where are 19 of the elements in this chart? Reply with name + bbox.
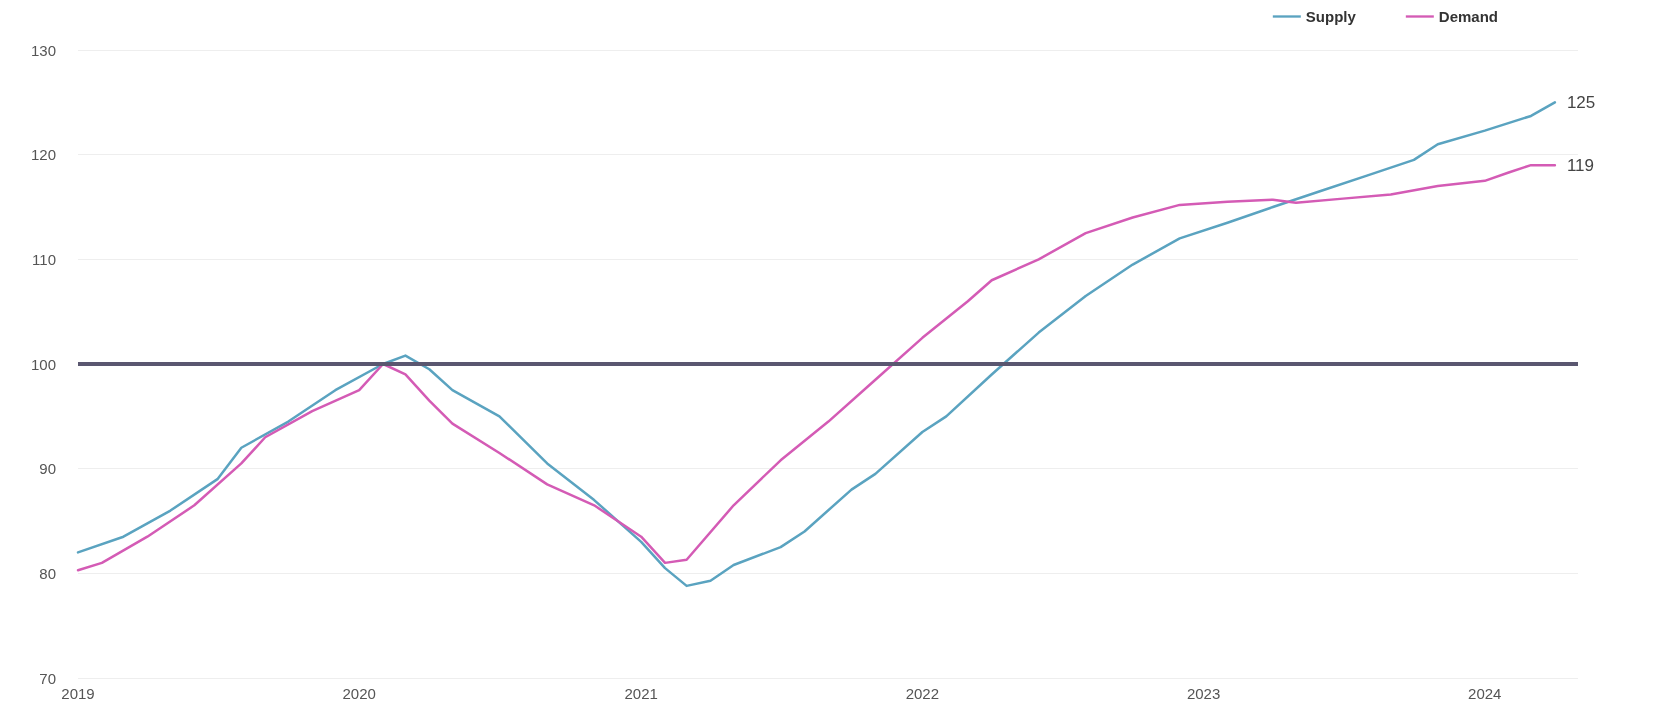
y-tick-label: 120 — [30, 146, 56, 164]
line-series — [76, 101, 1557, 588]
data-label: 125 — [1566, 92, 1596, 112]
y-tick-label: 80 — [39, 564, 56, 582]
x-tick-label: 2024 — [1468, 685, 1502, 702]
x-tick-label: 2023 — [1186, 685, 1221, 702]
y-tick-label: 90 — [39, 460, 56, 478]
y-tick-label: 130 — [30, 41, 56, 59]
y-tick-label: 110 — [32, 250, 56, 268]
y-tick-label: 70 — [39, 669, 56, 687]
legend-label: Supply — [1305, 8, 1357, 25]
data-label: 119 — [1566, 155, 1594, 175]
legend-label: Demand — [1438, 8, 1499, 25]
y-tick-label: 100 — [30, 355, 56, 373]
line-series — [76, 163, 1557, 572]
x-tick-label: 2019 — [61, 685, 95, 702]
x-tick-label: 2021 — [624, 685, 658, 702]
x-tick-label: 2020 — [342, 685, 376, 702]
x-tick-label: 2022 — [905, 685, 940, 702]
